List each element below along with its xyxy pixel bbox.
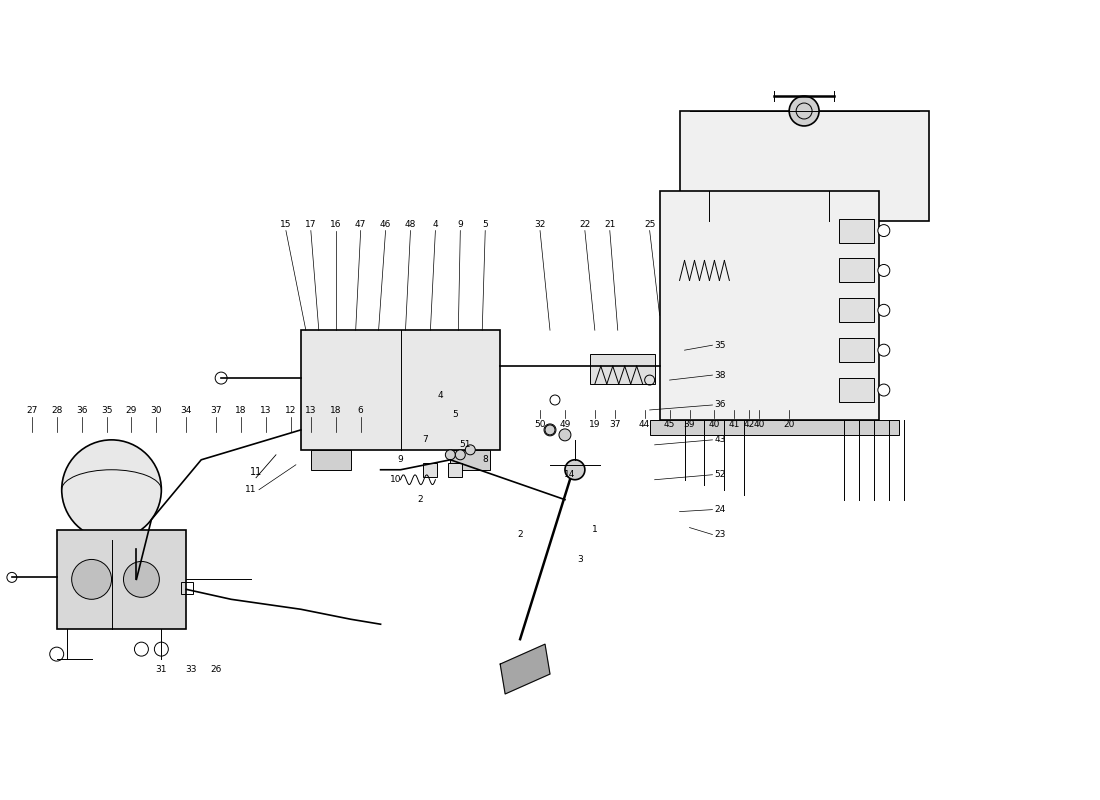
Bar xyxy=(650,420,899,435)
Text: 35: 35 xyxy=(714,341,726,350)
Bar xyxy=(839,378,873,402)
Text: 44: 44 xyxy=(639,420,650,429)
Text: 5: 5 xyxy=(483,219,488,229)
Polygon shape xyxy=(500,644,550,694)
Circle shape xyxy=(123,562,160,598)
Bar xyxy=(449,462,462,477)
Text: 23: 23 xyxy=(714,530,726,539)
Text: 40: 40 xyxy=(708,420,720,429)
Text: 20: 20 xyxy=(783,420,795,429)
Bar xyxy=(311,450,351,470)
Text: 46: 46 xyxy=(379,219,392,229)
Text: 2: 2 xyxy=(517,530,522,539)
Text: 12: 12 xyxy=(285,406,297,415)
Text: 11: 11 xyxy=(244,485,256,494)
Text: 47: 47 xyxy=(355,219,366,229)
Text: 4: 4 xyxy=(432,219,438,229)
Text: 45: 45 xyxy=(664,420,675,429)
Text: 8: 8 xyxy=(483,455,488,464)
Text: 32: 32 xyxy=(535,219,546,229)
Text: 6: 6 xyxy=(358,406,363,415)
Text: 42: 42 xyxy=(744,420,755,429)
Text: 3: 3 xyxy=(578,555,583,564)
Circle shape xyxy=(878,304,890,316)
Text: 10: 10 xyxy=(389,475,402,484)
Text: 4: 4 xyxy=(438,390,443,399)
Text: 35: 35 xyxy=(101,406,112,415)
Text: 37: 37 xyxy=(210,406,222,415)
Circle shape xyxy=(465,445,475,455)
Bar xyxy=(839,298,873,322)
Text: 36: 36 xyxy=(714,401,726,410)
Text: 48: 48 xyxy=(405,219,416,229)
Text: 39: 39 xyxy=(684,420,695,429)
Text: 24: 24 xyxy=(714,505,726,514)
Text: 25: 25 xyxy=(644,219,656,229)
Text: 36: 36 xyxy=(76,406,87,415)
Circle shape xyxy=(62,440,162,539)
Text: 28: 28 xyxy=(51,406,63,415)
Text: 49: 49 xyxy=(559,420,571,429)
Text: 9: 9 xyxy=(458,219,463,229)
Text: 27: 27 xyxy=(26,406,37,415)
Text: 5: 5 xyxy=(452,410,459,419)
Bar xyxy=(839,218,873,242)
Text: 51: 51 xyxy=(460,440,471,450)
Circle shape xyxy=(878,265,890,277)
Bar xyxy=(680,111,928,221)
Circle shape xyxy=(565,460,585,480)
Circle shape xyxy=(72,559,111,599)
Text: 31: 31 xyxy=(155,665,167,674)
Circle shape xyxy=(559,429,571,441)
Text: 18: 18 xyxy=(330,406,341,415)
Bar xyxy=(182,582,194,594)
Text: 1: 1 xyxy=(592,525,597,534)
Circle shape xyxy=(544,424,556,436)
Circle shape xyxy=(878,384,890,396)
Text: 7: 7 xyxy=(422,435,428,444)
Text: 17: 17 xyxy=(305,219,317,229)
Text: 30: 30 xyxy=(151,406,162,415)
Text: 19: 19 xyxy=(590,420,601,429)
Text: 11: 11 xyxy=(250,466,262,477)
Bar xyxy=(301,330,500,450)
Bar xyxy=(839,338,873,362)
Text: 37: 37 xyxy=(609,420,620,429)
Bar xyxy=(660,190,879,420)
Text: 34: 34 xyxy=(180,406,192,415)
Circle shape xyxy=(789,96,820,126)
Text: 26: 26 xyxy=(210,665,222,674)
Text: 40: 40 xyxy=(754,420,764,429)
Text: 16: 16 xyxy=(330,219,341,229)
Text: 2: 2 xyxy=(418,495,424,504)
Text: 15: 15 xyxy=(280,219,292,229)
Text: 21: 21 xyxy=(604,219,616,229)
Text: 13: 13 xyxy=(305,406,317,415)
Bar xyxy=(57,530,186,630)
Bar xyxy=(839,258,873,282)
Text: 43: 43 xyxy=(714,435,726,444)
Text: 29: 29 xyxy=(125,406,138,415)
Text: 38: 38 xyxy=(714,370,726,379)
Bar xyxy=(590,354,654,384)
Circle shape xyxy=(878,225,890,237)
Bar xyxy=(450,450,491,470)
Text: 13: 13 xyxy=(261,406,272,415)
Bar xyxy=(424,462,438,477)
Circle shape xyxy=(455,450,465,460)
Text: 9: 9 xyxy=(397,455,404,464)
Text: 52: 52 xyxy=(714,470,726,479)
Circle shape xyxy=(878,344,890,356)
Text: 50: 50 xyxy=(535,420,546,429)
Text: 22: 22 xyxy=(580,219,591,229)
Text: 33: 33 xyxy=(186,665,197,674)
Text: 41: 41 xyxy=(728,420,740,429)
Circle shape xyxy=(446,450,455,460)
Text: 18: 18 xyxy=(235,406,246,415)
Text: 14: 14 xyxy=(564,470,575,479)
